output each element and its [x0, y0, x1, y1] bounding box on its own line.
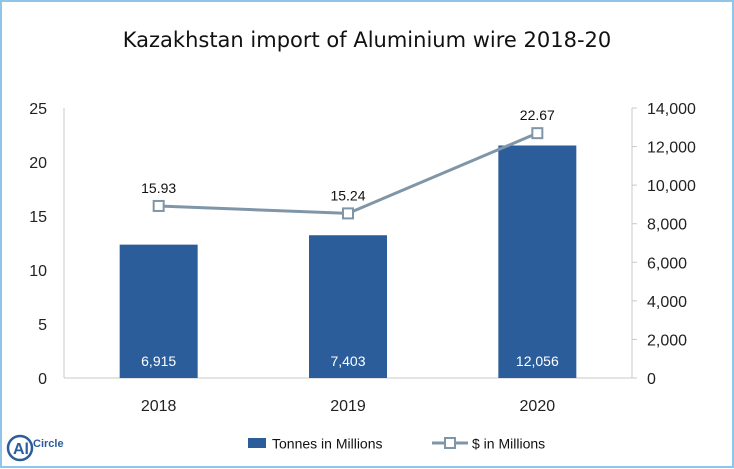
- legend-swatch-line: [432, 437, 468, 450]
- x-tick-label: 2018: [141, 398, 177, 415]
- y-left-tick-label: 25: [29, 101, 47, 118]
- y-right-tick-label: 6,000: [647, 255, 687, 272]
- y-right-tick-label: 12,000: [647, 140, 696, 157]
- line-data-label: 15.24: [330, 187, 365, 203]
- y-right-tick-label: 4,000: [647, 294, 687, 311]
- legend-label-bars: Tonnes in Millions: [272, 435, 383, 452]
- bar-data-label: 6,915: [141, 353, 176, 369]
- y-left-tick-label: 5: [38, 317, 47, 334]
- x-tick-label: 2019: [330, 398, 366, 415]
- bar-data-label: 12,056: [516, 353, 559, 369]
- bar: [498, 145, 577, 378]
- legend-item-bars: Tonnes in Millions: [248, 434, 383, 451]
- legend-item-line: $ in Millions: [432, 434, 545, 451]
- y-right-tick-label: 10,000: [647, 178, 696, 195]
- bar: [119, 244, 198, 378]
- y-left-tick-label: 0: [38, 371, 47, 388]
- bar: [309, 235, 387, 378]
- legend-label-line: $ in Millions: [472, 435, 546, 452]
- line-point: [152, 199, 165, 212]
- line-data-label: 22.67: [520, 107, 555, 123]
- line-point: [531, 127, 544, 140]
- x-tick-label: 2020: [520, 398, 556, 415]
- chart-title: Kazakhstan import of Aluminium wire 2018…: [122, 28, 612, 52]
- alcircle-logo-icon: Al Circle: [6, 432, 76, 469]
- y-left-tick-label: 15: [29, 209, 47, 226]
- line-data-label: 15.93: [141, 180, 176, 196]
- bar-data-label: 7,403: [330, 353, 365, 369]
- logo-circle-text: Circle: [33, 438, 64, 450]
- line-point: [342, 207, 354, 220]
- y-right-tick-label: 2,000: [647, 332, 687, 349]
- y-right-tick-label: 0: [647, 371, 656, 388]
- logo-al-text: Al: [13, 441, 29, 458]
- y-right-tick-label: 8,000: [647, 217, 687, 234]
- legend-swatch-bar: [248, 438, 266, 449]
- y-left-tick-label: 20: [29, 155, 47, 172]
- y-left-tick-label: 10: [29, 263, 47, 280]
- y-right-tick-label: 14,000: [647, 101, 696, 118]
